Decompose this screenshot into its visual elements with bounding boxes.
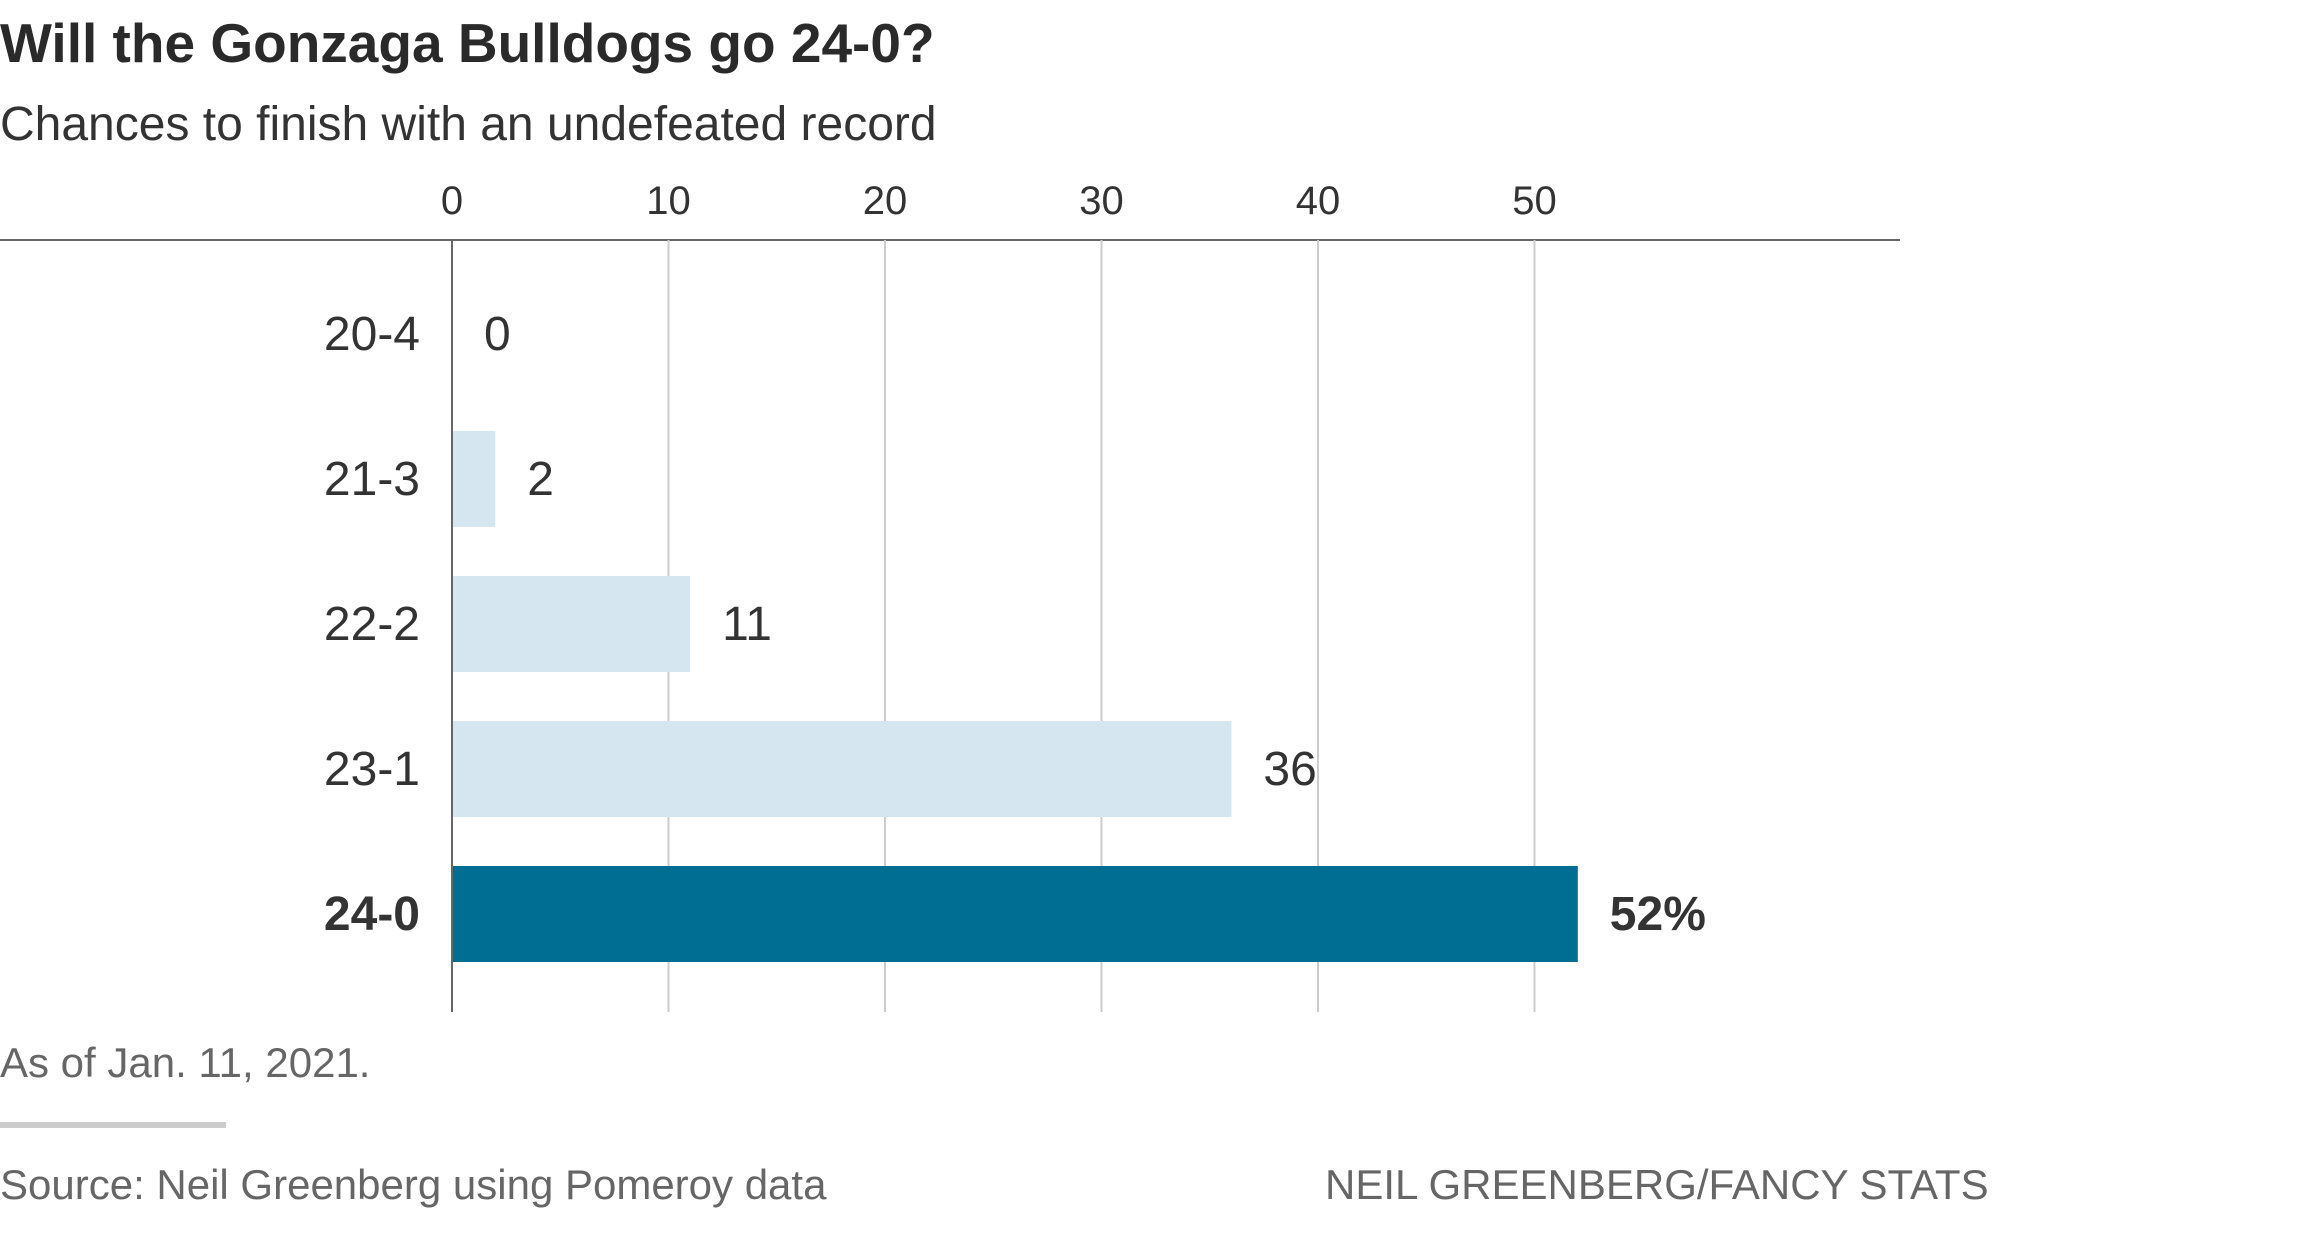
chart-subtitle: Chances to finish with an undefeated rec… xyxy=(0,98,937,151)
chart-title: Will the Gonzaga Bulldogs go 24-0? xyxy=(0,12,935,74)
category-label: 24-0 xyxy=(324,888,420,941)
source-text: Source: Neil Greenberg using Pomeroy dat… xyxy=(0,1161,827,1208)
value-label: 11 xyxy=(722,598,772,651)
x-tick-label: 40 xyxy=(1296,179,1341,223)
value-label: 2 xyxy=(527,453,554,506)
value-label: 0 xyxy=(484,308,511,361)
x-tick-label: 10 xyxy=(646,179,691,223)
credit-text: NEIL GREENBERG/FANCY STATS xyxy=(1325,1161,1989,1208)
x-tick-label: 20 xyxy=(863,179,908,223)
bar xyxy=(452,866,1578,962)
category-label: 20-4 xyxy=(324,308,420,361)
date-note: As of Jan. 11, 2021. xyxy=(0,1039,371,1086)
bar-chart: 0 10 20 30 40 50 20-4 0 21-3 2 22-2 11 23-1 36 24-0 52% xyxy=(0,179,1900,1012)
value-label: 36 xyxy=(1263,743,1316,796)
bar xyxy=(452,576,691,672)
footer-divider xyxy=(0,1122,226,1128)
value-label: 52% xyxy=(1610,888,1706,941)
bar xyxy=(452,431,496,527)
category-label: 22-2 xyxy=(324,598,420,651)
x-tick-label: 50 xyxy=(1512,179,1557,223)
x-tick-label: 0 xyxy=(441,179,463,223)
category-label: 23-1 xyxy=(324,743,420,796)
category-label: 21-3 xyxy=(324,453,420,506)
bar xyxy=(452,721,1232,817)
x-tick-label: 30 xyxy=(1079,179,1124,223)
